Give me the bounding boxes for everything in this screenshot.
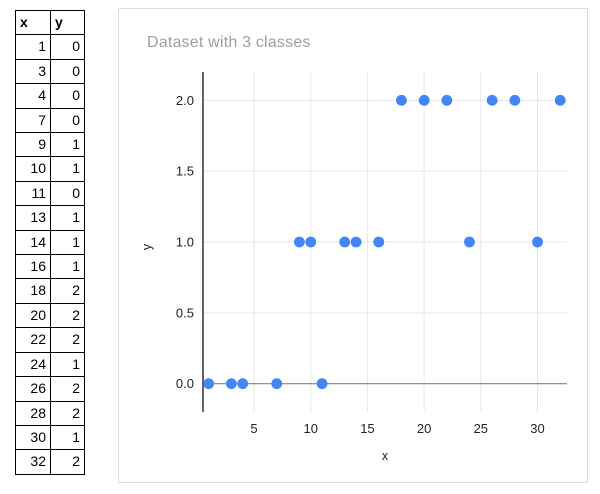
table-row: 30 1 [15, 424, 85, 451]
table-cell[interactable]: 26 [15, 376, 51, 402]
table-row: 10 1 [15, 156, 85, 182]
table-cell[interactable]: 0 [50, 58, 85, 85]
table-cell[interactable]: 2 [50, 302, 85, 329]
table-body: 1 0 3 0 4 0 7 0 9 1 10 1 11 0 13 1 14 1 16 1 18 2 20 2 22 2 24 1 26 2… [15, 34, 85, 475]
y-tick-label: 0.0 [176, 376, 194, 391]
data-point[interactable] [237, 378, 249, 390]
table-cell[interactable]: 1 [50, 424, 85, 451]
data-point[interactable] [316, 378, 328, 390]
table-cell[interactable]: 10 [15, 156, 51, 182]
table-header-cell-x[interactable]: x [15, 9, 51, 36]
table-row: 13 1 [15, 205, 85, 231]
y-axis-title: y [140, 243, 154, 250]
table-row: 26 2 [15, 376, 85, 402]
table-header-cell-y[interactable]: y [50, 9, 85, 36]
table-cell[interactable]: 3 [15, 58, 51, 85]
table-row: 18 2 [15, 278, 85, 304]
table-cell[interactable]: 32 [15, 449, 51, 475]
table-cell[interactable]: 13 [15, 205, 51, 231]
data-point[interactable] [339, 236, 351, 248]
table-row: 22 2 [15, 327, 85, 353]
table-cell[interactable]: 20 [15, 302, 51, 329]
table-cell[interactable]: 1 [50, 254, 85, 280]
x-tick-label: 20 [417, 421, 431, 436]
x-tick-label: 5 [250, 421, 257, 436]
x-tick-label: 10 [303, 421, 317, 436]
table-cell[interactable]: 14 [15, 229, 51, 256]
table-cell[interactable]: 7 [15, 107, 51, 134]
table-cell[interactable]: 1 [50, 132, 85, 158]
table-cell[interactable]: 9 [15, 132, 51, 158]
y-tick-label: 1.5 [176, 164, 194, 179]
table-cell[interactable]: 24 [15, 351, 51, 378]
table-cell[interactable]: 1 [15, 34, 51, 60]
x-tick-label: 15 [360, 421, 374, 436]
table-row: 20 2 [15, 302, 85, 329]
scatter-plot: 0.0 0.5 1.0 1.5 2.0 5 10 15 20 25 30 x y [140, 72, 567, 463]
table-cell[interactable]: 0 [50, 107, 85, 134]
data-point[interactable] [350, 236, 362, 248]
y-tick-label: 2.0 [176, 93, 194, 108]
table-cell[interactable]: 1 [50, 205, 85, 231]
table-row: 16 1 [15, 254, 85, 280]
table-cell[interactable]: 2 [50, 400, 85, 426]
table-cell[interactable]: 2 [50, 376, 85, 402]
table-row: 24 1 [15, 351, 85, 378]
table-cell[interactable]: 18 [15, 278, 51, 304]
data-point[interactable] [441, 94, 453, 106]
table-cell[interactable]: 30 [15, 424, 51, 451]
table-row: 28 2 [15, 400, 85, 426]
data-point[interactable] [373, 236, 385, 248]
data-point[interactable] [293, 236, 305, 248]
table-cell[interactable]: 0 [50, 180, 85, 207]
table-cell[interactable]: 22 [15, 327, 51, 353]
data-point[interactable] [203, 378, 215, 390]
data-point[interactable] [509, 94, 521, 106]
table-cell[interactable]: 16 [15, 254, 51, 280]
table-cell[interactable]: 1 [50, 156, 85, 182]
x-axis-title: x [382, 449, 389, 463]
x-tick-label: 25 [474, 421, 488, 436]
table-cell[interactable]: 1 [50, 351, 85, 378]
data-point[interactable] [554, 94, 566, 106]
data-point[interactable] [305, 236, 317, 248]
table-row: 14 1 [15, 229, 85, 256]
y-tick-label: 0.5 [176, 305, 194, 320]
data-point[interactable] [271, 378, 283, 390]
table-cell[interactable]: 0 [50, 34, 85, 60]
data-point[interactable] [225, 378, 237, 390]
chart-title: Dataset with 3 classes [147, 34, 311, 51]
x-tick-label: 30 [530, 421, 544, 436]
table-cell[interactable]: 4 [15, 83, 51, 109]
data-point[interactable] [532, 236, 543, 248]
chart-card[interactable]: Dataset with 3 classes 0.0 0.5 1.0 1.5 2.0 5 1… [118, 8, 588, 483]
table-cell[interactable]: 11 [15, 180, 51, 207]
data-point[interactable] [418, 94, 430, 106]
table-cell[interactable]: 2 [50, 327, 85, 353]
table-row: 11 0 [15, 180, 85, 207]
y-tick-label: 1.0 [176, 235, 194, 250]
table-cell[interactable]: 2 [50, 278, 85, 304]
table-cell[interactable]: 0 [50, 83, 85, 109]
data-point[interactable] [486, 94, 498, 106]
data-point[interactable] [464, 236, 475, 248]
table-cell[interactable]: 1 [50, 229, 85, 256]
table-cell[interactable]: 28 [15, 400, 51, 426]
table-cell[interactable]: 2 [50, 449, 85, 475]
data-point[interactable] [396, 94, 407, 106]
table-row: 32 2 [15, 449, 85, 475]
